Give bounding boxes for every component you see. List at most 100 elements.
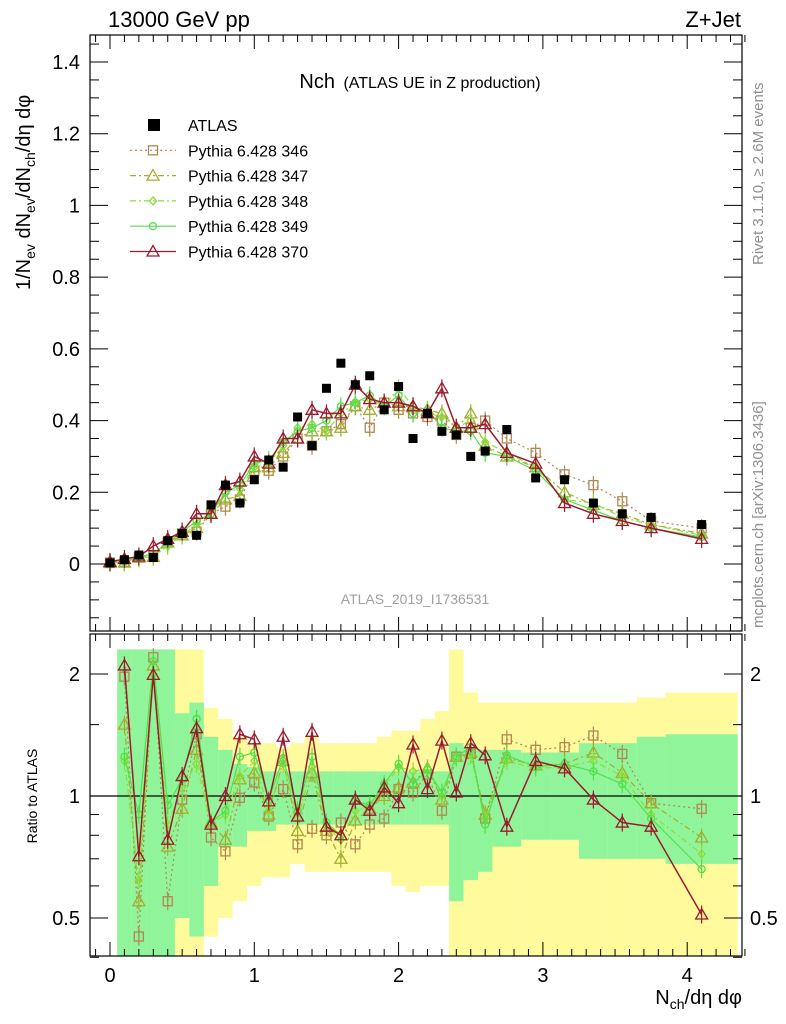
atlas-point	[480, 446, 490, 456]
atlas-point	[105, 558, 115, 568]
ratio-mc1-point	[306, 823, 318, 834]
ratio-mc5-point	[463, 735, 478, 749]
ratio-mc4-point	[697, 864, 706, 874]
legend-marker	[148, 222, 158, 231]
atlas-point	[192, 530, 202, 540]
ratio-mc3-point	[264, 805, 274, 816]
legend-label: Pythia 6.428 346	[188, 143, 308, 160]
ratio-mc4-point	[394, 759, 403, 769]
ratio-y-tick-label-right: 0.5	[750, 908, 778, 930]
legend-marker	[145, 244, 161, 257]
ratio-y-tick-label: 2	[69, 664, 80, 686]
x-tick-label: 1	[249, 965, 260, 987]
mc5-point	[586, 506, 601, 519]
mc5-point	[276, 431, 291, 444]
mc5-point	[557, 495, 572, 509]
atlas-point	[148, 553, 158, 563]
mc5-point	[478, 416, 493, 430]
plot-title-sub: (ATLAS UE in Z production)	[343, 75, 540, 92]
mc3-line	[109, 387, 702, 564]
x-tick-label: 0	[104, 965, 115, 987]
ratio-inner-band	[247, 766, 262, 831]
ratio-mc5-point	[333, 827, 349, 841]
ratio-y-tick-label: 1	[69, 786, 80, 808]
mc5-point	[247, 449, 262, 462]
atlas-point	[697, 520, 707, 530]
ratio-mc3-point	[350, 805, 360, 816]
ratio-mc1-point	[162, 896, 173, 907]
ratio-mc1-point	[133, 931, 145, 942]
atlas-point	[264, 455, 274, 465]
mc5-point	[615, 513, 630, 527]
header-left-label: 13000 GeV pp	[108, 7, 250, 32]
y-tick-label: 1.2	[52, 124, 80, 146]
ratio-mc3-point	[192, 758, 201, 769]
legend-atlas-marker	[148, 119, 160, 131]
ratio-mc5-point	[146, 667, 161, 681]
rivet-version-label: Rivet 3.1.10, ≥ 2.6M events	[750, 83, 767, 266]
ratio-mc3-point	[235, 771, 245, 782]
mc5-point	[290, 431, 305, 444]
legend-label: ATLAS	[188, 118, 238, 135]
ratio-mc5-point	[434, 733, 450, 746]
ratio-mc5-point	[694, 907, 709, 920]
ratio-mc5-point	[615, 815, 630, 828]
ratio-mc5-point	[290, 809, 305, 822]
atlas-point	[365, 371, 375, 381]
ratio-mc4-point	[502, 751, 511, 760]
mc4-point	[307, 423, 317, 432]
mc4-point	[351, 398, 360, 407]
legend-marker	[147, 145, 159, 156]
mc5-point	[319, 406, 334, 419]
ratio-mc1-line	[123, 657, 702, 937]
mc2-point	[333, 420, 349, 433]
ratio-mc5-point	[586, 792, 601, 805]
ratio-y-tick-label-right: 1	[750, 786, 761, 808]
ratio-mc1-point	[278, 783, 289, 795]
ratio-mc5-point	[420, 781, 435, 795]
mc5-point	[405, 398, 421, 412]
mc5-point	[434, 380, 450, 394]
ratio-mc2-point	[247, 765, 262, 779]
ratio-mc5-point	[499, 819, 514, 832]
ratio-inner-band	[304, 771, 320, 825]
ratio-mc4-point	[423, 765, 432, 775]
ratio-mc4-point	[149, 657, 158, 666]
atlas-point	[531, 473, 541, 483]
atlas-point	[278, 462, 288, 472]
ratio-mc5-point	[304, 724, 320, 737]
mc2-point	[218, 492, 233, 505]
legend: ATLAS Pythia 6.428 346 Pythia 6.428 347 Pyt…	[130, 118, 308, 262]
ratio-y-tick-label: 0.5	[52, 908, 80, 930]
atlas-point	[350, 380, 360, 390]
y-tick-label: 0.6	[52, 339, 80, 361]
ratio-mc1-point	[559, 741, 570, 753]
ratio-mc5-point	[449, 785, 464, 798]
ratio-inner-band	[203, 736, 219, 886]
mc5-point	[528, 456, 543, 469]
mc5-point	[391, 395, 406, 408]
ratio-mc1-point	[379, 813, 390, 824]
ratio-mc5-point	[276, 729, 291, 742]
ratio-mc4-point	[221, 806, 230, 815]
legend-label: Pythia 6.428 347	[188, 169, 308, 186]
ratio-mc4-point	[437, 788, 447, 797]
ratio-mc5-point	[348, 792, 363, 805]
x-tick-label: 2	[393, 965, 404, 987]
axis-ticks: 0 1 2 3 4 0 0.2 0.4 0.6 0.8 1 1.2 1.4 0.5 0.5 1 1 2 2	[52, 35, 778, 987]
ratio-mc2-point	[348, 813, 363, 826]
ratio-mc1-point	[364, 819, 375, 830]
ratio-mc2-point	[333, 851, 349, 864]
ratio-mc2-point	[160, 839, 175, 852]
ratio-mc4-point	[452, 752, 461, 761]
atlas-point	[293, 412, 303, 422]
mc5-point	[694, 531, 709, 545]
mc5-point	[203, 506, 219, 519]
atlas-point	[119, 555, 129, 565]
mc5-line	[109, 383, 702, 563]
atlas-point	[408, 434, 418, 443]
ratio-mc2-point	[218, 832, 233, 845]
ratio-plot-series	[117, 648, 709, 946]
plot-title-main: Nch	[299, 71, 335, 93]
